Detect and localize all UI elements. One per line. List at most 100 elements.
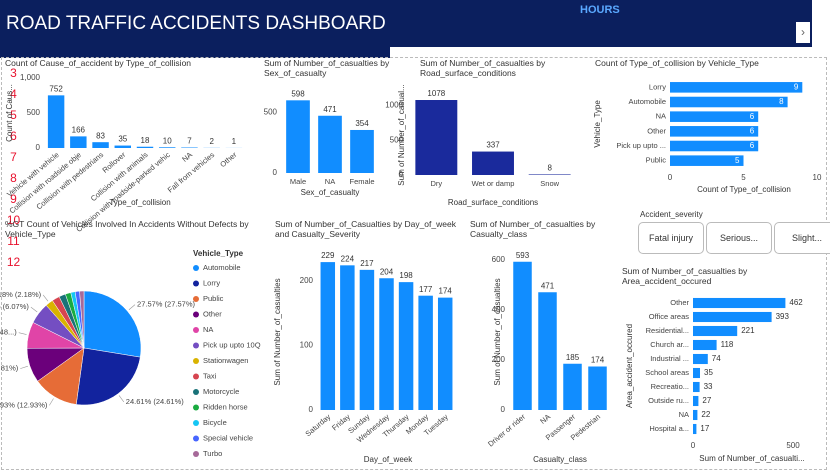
data-label: 7 bbox=[187, 137, 192, 146]
hour-button[interactable]: 5 bbox=[0, 105, 27, 126]
data-label: 1078 bbox=[427, 89, 445, 98]
hours-slicer bbox=[390, 0, 812, 47]
data-label: 174 bbox=[591, 356, 605, 365]
legend-swatch bbox=[193, 327, 199, 333]
x-tick-label: 10 bbox=[813, 173, 822, 182]
leader-line bbox=[128, 304, 136, 311]
y-axis-label: Area_accident_occured bbox=[625, 324, 634, 408]
data-label: 9.81% (9.81%) bbox=[0, 364, 19, 373]
y-tick-label: 500 bbox=[264, 107, 278, 116]
category-label: Outside ru... bbox=[648, 396, 689, 405]
category-label: Other bbox=[670, 298, 689, 307]
data-label: 598 bbox=[291, 89, 305, 98]
x-axis-label: Sex_of_casualty bbox=[301, 188, 360, 197]
bar bbox=[47, 95, 65, 148]
legend-swatch bbox=[193, 451, 199, 457]
data-label: 471 bbox=[541, 281, 555, 290]
x-tick-label: 0 bbox=[668, 173, 673, 182]
data-label: 217 bbox=[360, 259, 374, 268]
x-axis-label: Road_surface_conditions bbox=[448, 198, 538, 207]
data-label: 118 bbox=[721, 340, 734, 349]
data-label: 27 bbox=[702, 396, 711, 405]
hour-button[interactable]: 11 bbox=[0, 231, 27, 252]
y-tick-label: 1000 bbox=[385, 101, 403, 110]
legend-label: Taxi bbox=[203, 371, 217, 380]
hour-button[interactable]: 12 bbox=[0, 252, 27, 273]
legend-label: Ridden horse bbox=[203, 402, 248, 411]
hour-button[interactable]: 7 bbox=[0, 147, 27, 168]
bar bbox=[670, 96, 788, 108]
y-tick-label: 0 bbox=[309, 405, 314, 414]
legend-swatch bbox=[193, 311, 199, 318]
data-label: 10 bbox=[163, 136, 172, 145]
chart-title: Count of Type_of_collision by Vehicle_Ty… bbox=[595, 58, 759, 68]
hour-button[interactable]: 9 bbox=[0, 189, 27, 210]
bar bbox=[693, 395, 699, 407]
severity-button[interactable]: Fatal injury bbox=[638, 222, 704, 254]
bar bbox=[379, 278, 394, 410]
y-tick-label: 500 bbox=[390, 135, 404, 144]
content-border bbox=[1, 57, 827, 470]
category-label: School areas bbox=[645, 368, 689, 377]
bar bbox=[693, 409, 698, 421]
hours-title: HOURS bbox=[580, 4, 620, 16]
x-tick-label: Saturday bbox=[304, 412, 333, 438]
y-tick-label: 100 bbox=[300, 341, 314, 350]
leader-line bbox=[18, 332, 27, 335]
hour-button[interactable]: 10 bbox=[0, 210, 27, 231]
hour-button[interactable]: 4 bbox=[0, 84, 27, 105]
data-label: 177 bbox=[419, 285, 433, 294]
data-label: 5 bbox=[735, 156, 740, 165]
legend-swatch bbox=[193, 265, 199, 271]
scroll-arrow[interactable]: › bbox=[796, 22, 810, 43]
x-axis-label: Type_of_collision bbox=[109, 198, 170, 207]
data-label: 593 bbox=[516, 251, 530, 260]
bar bbox=[563, 363, 582, 410]
x-tick-label: Female bbox=[349, 177, 374, 186]
severity-button[interactable]: Slight... bbox=[774, 222, 830, 254]
data-label: 204 bbox=[380, 267, 394, 276]
bar bbox=[513, 261, 532, 410]
legend-swatch bbox=[193, 358, 199, 364]
y-tick-label: 400 bbox=[492, 305, 506, 314]
category-label: Church ar... bbox=[650, 340, 689, 349]
bar bbox=[670, 140, 759, 152]
data-label: 6 bbox=[750, 112, 755, 121]
bar bbox=[693, 381, 700, 393]
bar bbox=[693, 297, 786, 309]
pie-slice bbox=[79, 290, 85, 349]
bar bbox=[398, 282, 414, 410]
data-label: 83 bbox=[96, 131, 105, 140]
legend-swatch bbox=[193, 296, 199, 302]
legend-title: Vehicle_Type bbox=[193, 249, 244, 258]
legend-label: Lorry bbox=[203, 278, 220, 287]
chart-title: %GT Count of Vehicles Involved In Accide… bbox=[5, 219, 249, 239]
hour-button[interactable]: 6 bbox=[0, 126, 27, 147]
category-label: NA bbox=[679, 410, 689, 419]
hour-button[interactable]: 3 bbox=[0, 63, 27, 84]
data-label: 24.61% (24.61%) bbox=[126, 397, 184, 406]
data-label: 354 bbox=[355, 119, 369, 128]
x-tick-label: NA bbox=[325, 177, 335, 186]
severity-button[interactable]: Serious... bbox=[706, 222, 772, 254]
pie-slice bbox=[75, 347, 141, 406]
data-label: 6 bbox=[750, 141, 755, 150]
data-label: 35 bbox=[704, 368, 713, 377]
legend-swatch bbox=[193, 435, 199, 442]
bar bbox=[693, 367, 700, 379]
bar bbox=[670, 111, 759, 122]
y-axis-label: Sum of Number_of_casualties bbox=[493, 278, 502, 385]
data-label: 27.57% (27.57%) bbox=[137, 300, 195, 309]
x-tick-label: Dry bbox=[430, 179, 442, 188]
data-label: 8 bbox=[779, 97, 784, 106]
hour-button[interactable]: 8 bbox=[0, 168, 27, 189]
legend-label: Pick up upto 10Q bbox=[203, 340, 261, 349]
data-label: 2 bbox=[209, 137, 214, 146]
x-axis-label: Count of Type_of_collision bbox=[697, 185, 791, 194]
x-tick-label: NA bbox=[538, 412, 552, 426]
legend-label: Turbo bbox=[203, 449, 222, 458]
x-tick-label: Driver or rider bbox=[486, 412, 527, 449]
legend-label: Motorcycle bbox=[203, 387, 239, 396]
leader-line bbox=[20, 365, 28, 369]
